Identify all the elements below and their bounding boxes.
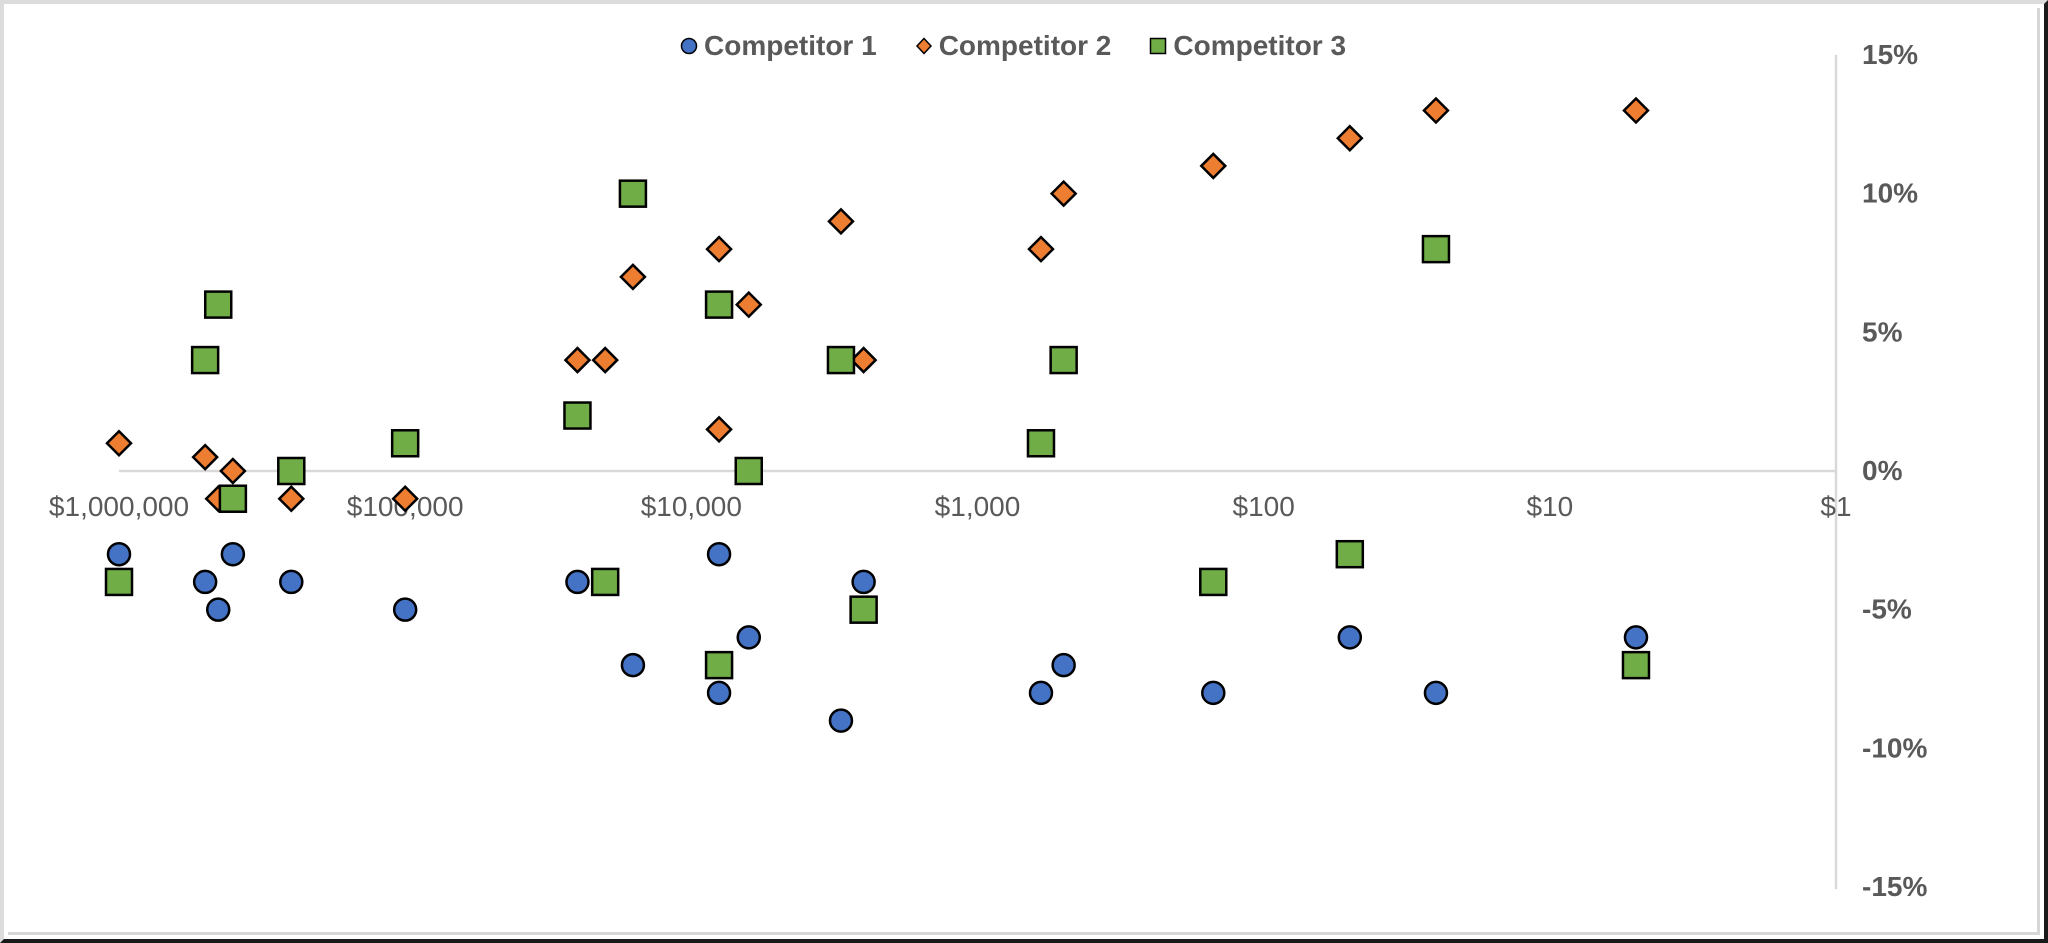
square-marker <box>1421 234 1451 264</box>
y-tick-label: 15% <box>1862 39 1918 70</box>
diamond-marker <box>191 443 219 471</box>
diamond-marker <box>827 207 855 236</box>
legend-label: Competitor 1 <box>704 30 877 61</box>
diamond-marker <box>563 346 592 374</box>
series-competitor-1 <box>106 541 1649 733</box>
diamond-marker <box>1027 235 1055 263</box>
diamond-marker-icon <box>915 37 932 55</box>
diamond-marker <box>105 429 133 458</box>
diamond-marker <box>619 263 647 291</box>
square-marker <box>618 179 648 208</box>
legend-label: Competitor 3 <box>1173 30 1347 61</box>
circle-marker <box>736 625 762 650</box>
diamond-marker <box>705 415 733 444</box>
x-axis-tick-labels: $1,000,000$100,000$10,000$1,000$100$10$1 <box>49 491 1852 522</box>
square-marker <box>826 345 856 375</box>
square-marker <box>563 401 592 430</box>
legend: Competitor 1 Competitor 2 Competitor 3 <box>680 26 1346 66</box>
square-marker <box>190 345 220 375</box>
x-tick-label: $10,000 <box>641 491 742 522</box>
circle-marker-icon <box>680 37 698 55</box>
square-marker <box>590 567 620 597</box>
square-marker-icon <box>1150 37 1167 55</box>
circle-marker <box>706 541 732 567</box>
circle-marker <box>828 708 854 733</box>
square-marker <box>390 429 420 458</box>
diamond-marker <box>734 290 763 319</box>
y-tick-label: -15% <box>1862 871 1927 902</box>
x-tick-label: $1,000,000 <box>49 491 189 522</box>
square-marker <box>704 290 734 319</box>
y-tick-label: 0% <box>1862 455 1903 486</box>
y-tick-label: -5% <box>1862 594 1912 625</box>
circle-marker <box>1028 680 1054 706</box>
diamond-marker <box>219 457 247 485</box>
circle-marker <box>279 569 304 595</box>
circle-marker <box>851 569 876 595</box>
square-marker <box>104 567 134 597</box>
circle-marker <box>205 597 231 622</box>
circle-marker <box>565 569 590 595</box>
series-competitor-3 <box>104 179 1651 680</box>
y-tick-label: -10% <box>1862 732 1927 763</box>
square-marker <box>218 484 248 513</box>
diamond-marker <box>1199 152 1228 180</box>
circle-marker <box>192 569 218 595</box>
legend-item-competitor-3[interactable]: Competitor 3 <box>1149 30 1346 62</box>
square-marker <box>1621 650 1651 680</box>
diamond-marker <box>591 346 619 374</box>
x-tick-label: $100 <box>1233 491 1295 522</box>
x-tick-label: $1 <box>1820 491 1851 522</box>
diamond-marker <box>1336 124 1364 152</box>
circle-marker <box>1201 680 1226 706</box>
diamond-marker <box>1422 96 1450 125</box>
square-marker <box>1026 429 1056 458</box>
y-tick-label: 10% <box>1862 178 1918 209</box>
circle-marker <box>1423 680 1449 706</box>
data-points <box>104 96 1651 733</box>
axes <box>119 55 1838 889</box>
circle-marker <box>706 680 732 706</box>
diamond-marker <box>849 346 878 374</box>
square-marker <box>277 456 306 486</box>
square-marker <box>1049 345 1078 375</box>
square-marker <box>1199 567 1228 597</box>
diamond-marker <box>1622 96 1650 125</box>
square-marker <box>203 290 233 319</box>
circle-marker <box>392 597 418 622</box>
square-marker <box>849 595 878 624</box>
legend-item-competitor-1[interactable]: Competitor 1 <box>680 30 877 62</box>
x-tick-label: $1,000 <box>935 491 1021 522</box>
legend-label: Competitor 2 <box>938 30 1112 61</box>
square-marker <box>1335 539 1365 569</box>
circle-marker <box>1623 625 1649 650</box>
chart-frame-shadow <box>8 8 2040 935</box>
circle-marker <box>1337 625 1363 650</box>
diamond-marker <box>391 484 419 513</box>
circle-marker <box>1051 652 1076 678</box>
y-axis-tick-labels: 15% 10% 5% 0% -5% -10% -15% <box>1862 39 1927 902</box>
circle-marker <box>106 541 132 567</box>
circle-marker <box>620 652 646 678</box>
y-tick-label: 5% <box>1862 316 1903 347</box>
series-competitor-2 <box>105 96 1650 513</box>
diamond-marker <box>1049 179 1078 208</box>
square-marker <box>704 650 734 680</box>
diamond-marker <box>705 235 733 263</box>
diamond-marker <box>277 484 306 513</box>
x-tick-label: $10 <box>1526 491 1573 522</box>
circle-marker <box>220 541 246 567</box>
square-marker <box>734 456 764 486</box>
legend-item-competitor-2[interactable]: Competitor 2 <box>915 30 1112 62</box>
